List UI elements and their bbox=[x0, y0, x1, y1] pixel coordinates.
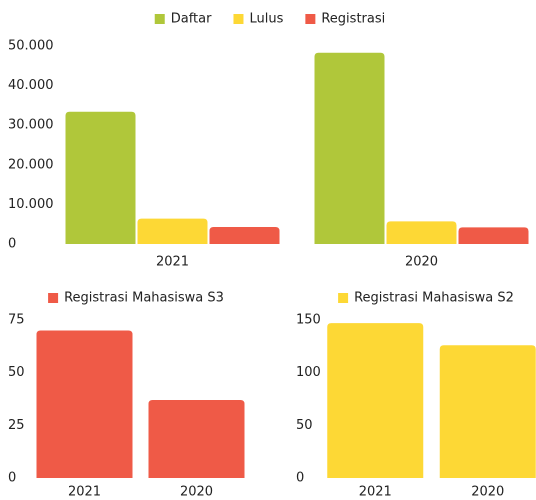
y-tick-label: 50 bbox=[296, 418, 313, 433]
y-tick-label: 40.000 bbox=[8, 78, 54, 93]
legend-label: Registrasi Mahasiswa S3 bbox=[64, 291, 224, 306]
x-tick-label: 2020 bbox=[180, 485, 213, 500]
bar bbox=[439, 345, 536, 478]
x-tick-label: 2020 bbox=[405, 255, 438, 270]
y-tick-label: 0 bbox=[8, 237, 16, 252]
legend-swatch bbox=[233, 14, 244, 24]
legend-label: Lulus bbox=[249, 12, 283, 27]
y-tick-label: 10.000 bbox=[8, 197, 54, 212]
bar bbox=[327, 323, 424, 478]
y-tick-label: 50 bbox=[8, 365, 25, 380]
bar bbox=[137, 218, 208, 244]
bar bbox=[314, 52, 385, 245]
y-tick-label: 0 bbox=[8, 471, 16, 486]
bar bbox=[386, 221, 457, 244]
y-tick-label: 20.000 bbox=[8, 157, 54, 172]
legend-label: Daftar bbox=[171, 12, 212, 27]
y-tick-label: 100 bbox=[296, 365, 321, 380]
y-tick-label: 30.000 bbox=[8, 118, 54, 133]
x-tick-label: 2021 bbox=[68, 485, 101, 500]
bar bbox=[36, 330, 133, 478]
x-tick-label: 2020 bbox=[471, 485, 504, 500]
y-tick-label: 25 bbox=[8, 418, 25, 433]
legend-swatch bbox=[305, 14, 316, 24]
y-tick-label: 75 bbox=[8, 313, 25, 328]
legend-swatch bbox=[48, 293, 59, 303]
bar bbox=[65, 111, 136, 245]
y-tick-label: 50.000 bbox=[8, 39, 54, 54]
y-tick-label: 150 bbox=[296, 313, 321, 328]
x-tick-label: 2021 bbox=[156, 255, 189, 270]
legend-label: Registrasi bbox=[321, 12, 385, 27]
bar bbox=[209, 226, 280, 244]
legend-swatch bbox=[154, 14, 165, 24]
y-tick-label: 0 bbox=[296, 471, 304, 486]
x-tick-label: 2021 bbox=[359, 485, 392, 500]
bar bbox=[458, 227, 529, 244]
legend-label: Registrasi Mahasiswa S2 bbox=[354, 291, 514, 306]
bar bbox=[148, 400, 245, 478]
legend-swatch bbox=[338, 293, 349, 303]
